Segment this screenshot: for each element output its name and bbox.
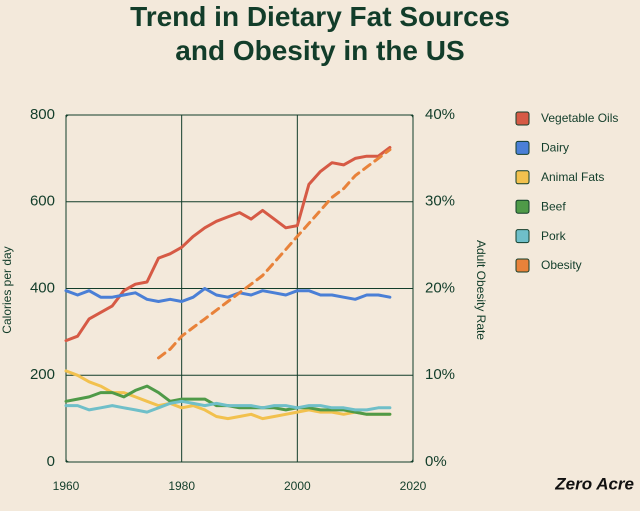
series-line bbox=[64, 399, 392, 414]
x-tick-label: 2020 bbox=[400, 479, 427, 493]
y2-tick-label: 0% bbox=[425, 453, 447, 470]
y-tick-label: 400 bbox=[30, 279, 55, 296]
legend-label: Animal Fats bbox=[541, 170, 604, 184]
y-axis-label: Calories per day bbox=[0, 246, 14, 333]
logo: Zero Acre bbox=[554, 474, 634, 493]
legend-label: Obesity bbox=[541, 258, 582, 272]
y-tick-label: 600 bbox=[30, 193, 55, 210]
y2-tick-label: 30% bbox=[425, 193, 455, 210]
y2-axis-label: Adult Obesity Rate bbox=[474, 240, 488, 340]
legend-swatch bbox=[515, 258, 530, 273]
y-tick-label: 200 bbox=[30, 366, 55, 383]
series-line bbox=[64, 369, 392, 421]
y2-tick-label: 40% bbox=[425, 106, 455, 123]
legend-swatch bbox=[515, 140, 530, 155]
series-line bbox=[64, 146, 392, 343]
x-tick-label: 1980 bbox=[168, 479, 195, 493]
y2-tick-label: 20% bbox=[425, 279, 455, 296]
x-tick-label: 2000 bbox=[284, 479, 311, 493]
series-line bbox=[64, 384, 392, 416]
legend-swatch bbox=[515, 111, 530, 126]
x-tick-label: 1960 bbox=[53, 479, 80, 493]
series-line bbox=[157, 148, 392, 360]
legend-label: Pork bbox=[541, 229, 567, 243]
y-tick-label: 800 bbox=[30, 106, 55, 123]
legend-swatch bbox=[515, 170, 530, 185]
y-tick-label: 0 bbox=[47, 453, 55, 470]
chart-title: Trend in Dietary Fat Sources and Obesity… bbox=[130, 1, 510, 66]
title-wrap: Trend in Dietary Fat Sources and Obesity… bbox=[0, 0, 640, 68]
legend-swatch bbox=[515, 229, 530, 244]
y2-tick-label: 10% bbox=[425, 366, 455, 383]
legend-label: Beef bbox=[541, 199, 566, 213]
legend-label: Dairy bbox=[541, 141, 569, 155]
series-line bbox=[64, 287, 392, 303]
legend-swatch bbox=[515, 199, 530, 214]
legend-label: Vegetable Oils bbox=[541, 111, 618, 125]
